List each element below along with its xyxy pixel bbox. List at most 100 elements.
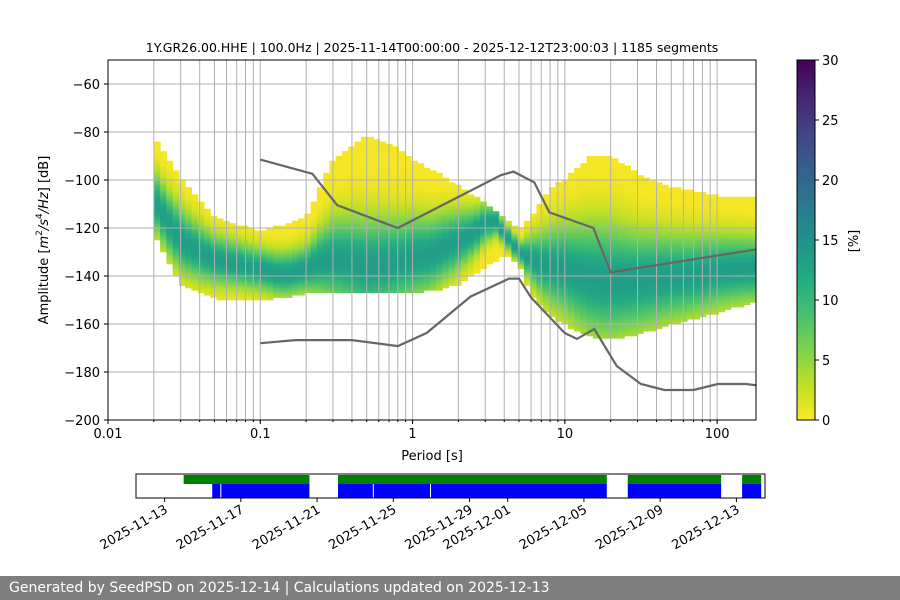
heatmap-cell xyxy=(448,194,456,198)
heatmap-cell xyxy=(411,216,418,219)
heatmap-cell xyxy=(737,280,744,284)
heatmap-cell xyxy=(298,254,305,258)
heatmap-cell xyxy=(354,232,362,236)
heatmap-cell xyxy=(197,218,205,222)
heatmap-cell xyxy=(636,220,644,224)
heatmap-cell xyxy=(636,249,644,253)
heatmap-cell xyxy=(279,271,287,274)
heatmap-cell xyxy=(367,141,374,145)
heatmap-cell xyxy=(655,240,663,243)
heatmap-cell xyxy=(398,196,406,200)
heatmap-cell xyxy=(210,223,218,226)
heatmap-cell xyxy=(417,276,425,279)
heatmap-cell xyxy=(204,280,211,284)
heatmap-cell xyxy=(661,259,669,262)
heatmap-cell xyxy=(373,139,381,142)
heatmap-cell xyxy=(216,223,224,226)
heatmap-cell xyxy=(624,170,632,174)
heatmap-cell xyxy=(542,228,550,231)
heatmap-cell xyxy=(254,252,261,255)
heatmap-cell xyxy=(423,268,431,272)
heatmap-cell xyxy=(486,220,494,224)
heatmap-cell xyxy=(605,206,613,210)
heatmap-cell xyxy=(693,314,701,318)
heatmap-cell xyxy=(730,297,738,301)
heatmap-cell xyxy=(605,187,613,190)
heatmap-cell xyxy=(567,216,575,219)
heatmap-cell xyxy=(630,319,638,322)
heatmap-cell xyxy=(360,290,368,294)
heatmap-cell xyxy=(429,252,437,255)
heatmap-cell xyxy=(618,165,625,169)
heatmap-cell xyxy=(153,163,161,166)
heatmap-cell xyxy=(254,264,261,267)
heatmap-cell xyxy=(310,256,318,260)
heatmap-cell xyxy=(630,264,638,267)
heatmap-cell xyxy=(160,184,167,188)
heatmap-cell xyxy=(724,206,732,210)
heatmap-cell xyxy=(611,211,619,214)
heatmap-cell xyxy=(580,196,588,200)
heatmap-cell xyxy=(310,261,318,265)
heatmap-cell xyxy=(442,273,450,277)
heatmap-cell xyxy=(536,211,544,214)
heatmap-cell xyxy=(197,206,205,210)
heatmap-cell xyxy=(599,242,606,246)
heatmap-cell xyxy=(574,213,581,217)
heatmap-cell xyxy=(542,249,550,253)
heatmap-cell xyxy=(342,175,349,178)
heatmap-cell xyxy=(630,324,638,327)
heatmap-cell xyxy=(674,204,682,207)
heatmap-cell xyxy=(360,182,368,186)
heatmap-cell xyxy=(580,309,588,313)
heatmap-cell xyxy=(392,261,399,265)
heatmap-cell xyxy=(461,225,468,229)
heatmap-cell xyxy=(429,278,437,282)
heatmap-cell xyxy=(592,256,600,260)
heatmap-cell xyxy=(730,201,738,205)
heatmap-cell xyxy=(743,278,751,282)
heatmap-cell xyxy=(555,199,563,202)
heatmap-cell xyxy=(693,261,701,265)
heatmap-cell xyxy=(379,240,387,243)
heatmap-cell xyxy=(448,235,456,238)
heatmap-cell xyxy=(618,177,625,181)
heatmap-cell xyxy=(549,261,556,265)
heatmap-cell xyxy=(197,232,205,236)
heatmap-cell xyxy=(687,271,694,274)
heatmap-cell xyxy=(404,230,412,234)
heatmap-cell xyxy=(210,244,218,248)
heatmap-cell xyxy=(342,244,349,248)
heatmap-cell xyxy=(730,211,738,214)
heatmap-cell xyxy=(185,204,192,207)
heatmap-cell xyxy=(354,175,362,178)
heatmap-cell xyxy=(260,242,268,246)
heatmap-cell xyxy=(705,196,713,200)
heatmap-cell xyxy=(618,192,625,195)
heatmap-cell xyxy=(636,180,644,183)
heatmap-cell xyxy=(185,249,192,253)
heatmap-cell xyxy=(655,247,663,250)
heatmap-cell xyxy=(486,244,494,248)
heatmap-cell xyxy=(273,235,280,238)
heatmap-cell xyxy=(574,319,581,322)
heatmap-cell xyxy=(498,235,506,238)
heatmap-cell xyxy=(743,225,751,229)
heatmap-cell xyxy=(680,244,688,248)
heatmap-cell xyxy=(411,280,418,284)
heatmap-cell xyxy=(373,153,381,157)
heatmap-cell xyxy=(373,247,381,250)
heatmap-cell xyxy=(354,283,362,286)
heatmap-cell xyxy=(536,268,544,272)
heatmap-cell xyxy=(316,237,324,241)
heatmap-cell xyxy=(273,252,280,255)
heatmap-cell xyxy=(693,271,701,274)
heatmap-cell xyxy=(636,194,644,198)
heatmap-cell xyxy=(467,196,475,200)
heatmap-cell xyxy=(618,288,625,291)
heatmap-cell xyxy=(624,273,632,277)
heatmap-cell xyxy=(636,309,644,313)
heatmap-cell xyxy=(304,268,312,272)
heatmap-cell xyxy=(204,223,211,226)
heatmap-cell xyxy=(730,295,738,298)
